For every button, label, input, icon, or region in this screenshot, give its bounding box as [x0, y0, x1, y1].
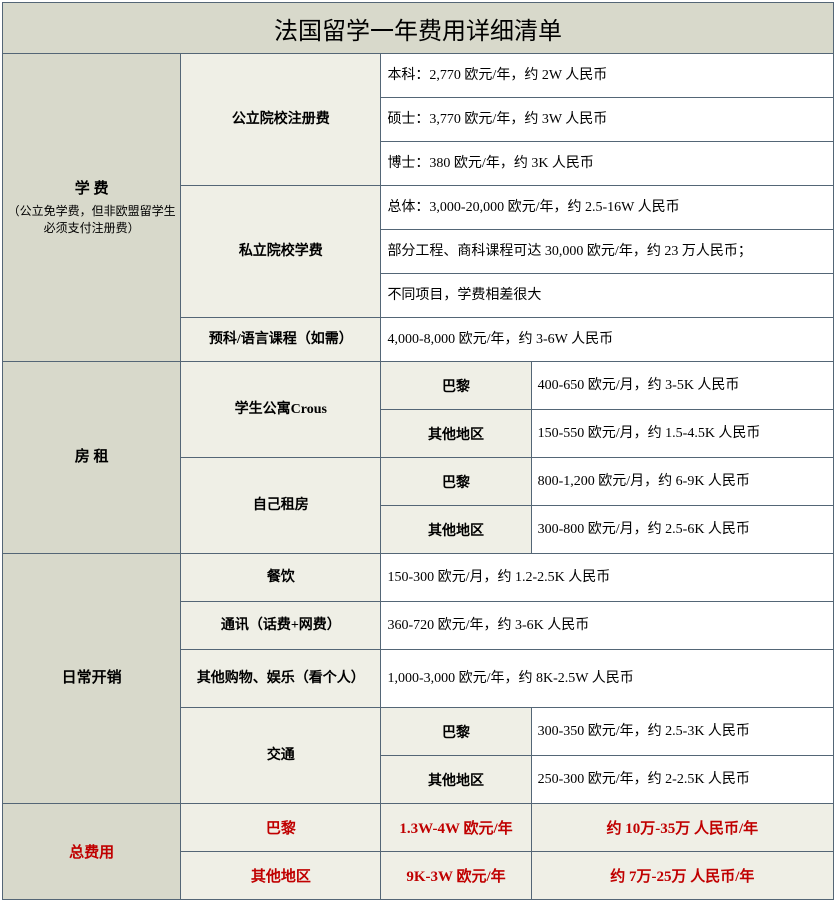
- total-paris-label: 巴黎: [181, 804, 381, 852]
- transport-label: 交通: [181, 708, 381, 804]
- public-phd: 博士：380 欧元/年，约 3K 人民币: [381, 142, 834, 186]
- other-shopping-value: 1,000-3,000 欧元/年，约 8K-2.5W 人民币: [381, 650, 834, 708]
- private-note2: 不同项目，学费相差很大: [381, 274, 834, 318]
- public-master: 硕士：3,770 欧元/年，约 3W 人民币: [381, 98, 834, 142]
- selfrent-paris-value: 800-1,200 欧元/月，约 6-9K 人民币: [531, 458, 833, 506]
- category-total: 总费用: [3, 804, 181, 900]
- total-paris-cny: 约 10万-35万 人民币/年: [531, 804, 833, 852]
- table-title: 法国留学一年费用详细清单: [3, 3, 834, 54]
- selfrent-label: 自己租房: [181, 458, 381, 554]
- private-school-label: 私立院校学费: [181, 186, 381, 318]
- total-other-eur: 9K-3W 欧元/年: [381, 852, 531, 900]
- category-daily: 日常开销: [3, 554, 181, 804]
- tuition-note: （公立免学费，但非欧盟留学生必须支付注册费）: [3, 203, 180, 237]
- prep-label: 预科/语言课程（如需）: [181, 318, 381, 362]
- crous-label: 学生公寓Crous: [181, 362, 381, 458]
- comm-value: 360-720 欧元/年，约 3-6K 人民币: [381, 602, 834, 650]
- food-label: 餐饮: [181, 554, 381, 602]
- crous-paris-value: 400-650 欧元/月，约 3-5K 人民币: [531, 362, 833, 410]
- selfrent-other-value: 300-800 欧元/月，约 2.5-6K 人民币: [531, 506, 833, 554]
- transport-paris-label: 巴黎: [381, 708, 531, 756]
- selfrent-other-label: 其他地区: [381, 506, 531, 554]
- crous-other-label: 其他地区: [381, 410, 531, 458]
- total-other-label: 其他地区: [181, 852, 381, 900]
- category-rent: 房 租: [3, 362, 181, 554]
- private-note1: 部分工程、商科课程可达 30,000 欧元/年，约 23 万人民币；: [381, 230, 834, 274]
- crous-paris-label: 巴黎: [381, 362, 531, 410]
- prep-value: 4,000-8,000 欧元/年，约 3-6W 人民币: [381, 318, 834, 362]
- public-school-label: 公立院校注册费: [181, 54, 381, 186]
- cost-table: 法国留学一年费用详细清单 学 费 （公立免学费，但非欧盟留学生必须支付注册费） …: [2, 2, 834, 900]
- total-paris-eur: 1.3W-4W 欧元/年: [381, 804, 531, 852]
- food-value: 150-300 欧元/月，约 1.2-2.5K 人民币: [381, 554, 834, 602]
- comm-label: 通讯（话费+网费）: [181, 602, 381, 650]
- transport-other-value: 250-300 欧元/年，约 2-2.5K 人民币: [531, 756, 833, 804]
- transport-other-label: 其他地区: [381, 756, 531, 804]
- category-tuition: 学 费 （公立免学费，但非欧盟留学生必须支付注册费）: [3, 54, 181, 362]
- private-overall: 总体：3,000-20,000 欧元/年，约 2.5-16W 人民币: [381, 186, 834, 230]
- total-other-cny: 约 7万-25万 人民币/年: [531, 852, 833, 900]
- transport-paris-value: 300-350 欧元/年，约 2.5-3K 人民币: [531, 708, 833, 756]
- public-bachelor: 本科：2,770 欧元/年，约 2W 人民币: [381, 54, 834, 98]
- crous-other-value: 150-550 欧元/月，约 1.5-4.5K 人民币: [531, 410, 833, 458]
- tuition-label: 学 费: [75, 181, 109, 197]
- selfrent-paris-label: 巴黎: [381, 458, 531, 506]
- other-shopping-label: 其他购物、娱乐（看个人）: [181, 650, 381, 708]
